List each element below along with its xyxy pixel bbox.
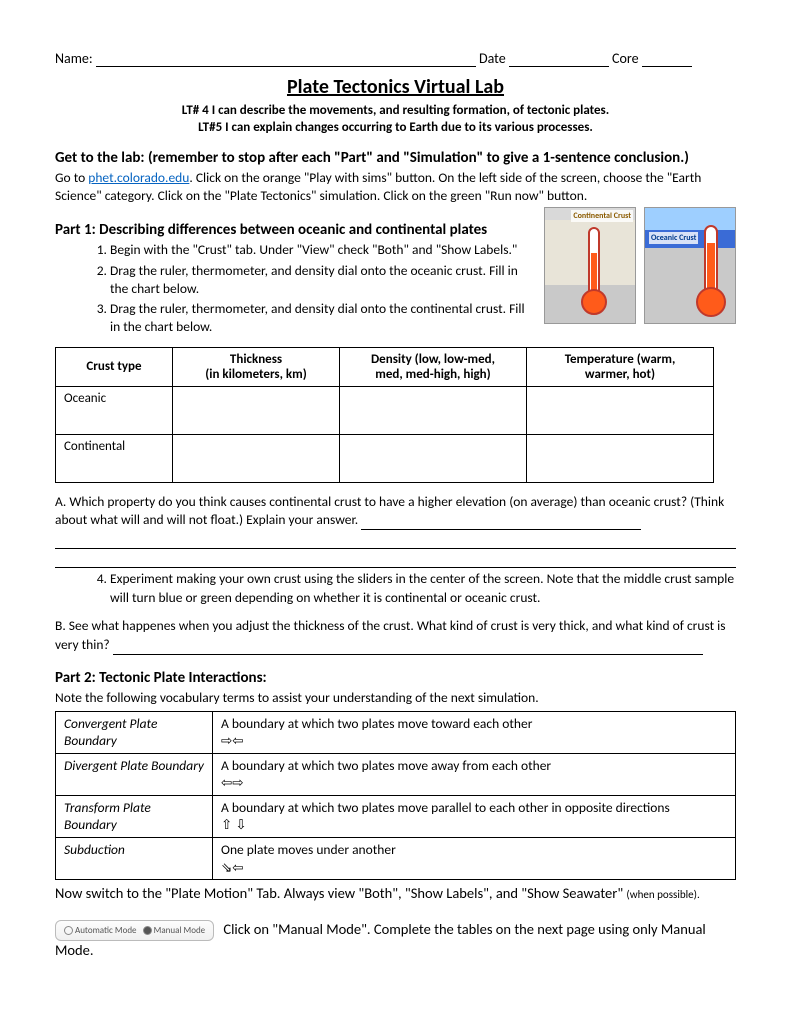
question-a-text: A. Which property do you think causes co…: [55, 493, 724, 529]
auto-mode-label: Automatic Mode: [75, 925, 137, 936]
switch-line: Now switch to the "Plate Motion" Tab. Al…: [55, 884, 736, 904]
switch-line-small: (when possible).: [626, 888, 699, 901]
lt5-line: LT#5 I can explain changes occurring to …: [55, 120, 736, 135]
date-label: Date: [479, 50, 506, 67]
vocab-table: Convergent Plate Boundary A boundary at …: [55, 711, 736, 880]
th-thickness: Thickness(in kilometers, km): [173, 347, 340, 386]
term-subduction: Subduction: [56, 838, 213, 880]
mode-selector[interactable]: Automatic Mode Manual Mode: [55, 920, 214, 941]
name-label: Name:: [55, 50, 93, 67]
def-convergent-text: A boundary at which two plates move towa…: [221, 715, 532, 732]
part2-head: Part 2: Tectonic Plate Interactions:: [55, 669, 736, 687]
term-divergent: Divergent Plate Boundary: [56, 753, 213, 795]
question-b: B. See what happenes when you adjust the…: [55, 617, 736, 655]
arrows-divergent: ⇦⇨: [221, 774, 244, 791]
get-to-lab-pre: Go to: [55, 169, 88, 186]
manual-mode-radio[interactable]: [143, 926, 152, 935]
cell-oceanic-density[interactable]: [340, 386, 527, 434]
core-label: Core: [612, 50, 639, 67]
oceanic-label: Oceanic Crust: [649, 232, 698, 244]
cell-continental-temp[interactable]: [527, 434, 714, 482]
arrows-convergent: ⇨⇦: [221, 732, 244, 749]
th-density: Density (low, low-med,med, med-high, hig…: [340, 347, 527, 386]
page-title: Plate Tectonics Virtual Lab: [55, 75, 736, 99]
def-transform-text: A boundary at which two plates move para…: [221, 799, 670, 816]
part1-steps: Begin with the "Crust" tab. Under "View"…: [55, 241, 536, 336]
row-continental-label: Continental: [56, 434, 173, 482]
cell-continental-density[interactable]: [340, 434, 527, 482]
term-transform: Transform Plate Boundary: [56, 795, 213, 837]
step-1: Begin with the "Crust" tab. Under "View"…: [110, 241, 536, 259]
name-blank[interactable]: [96, 66, 476, 67]
cell-continental-thickness[interactable]: [173, 434, 340, 482]
qa-blank-1[interactable]: [55, 532, 736, 549]
header-line: Name: Date Core: [55, 50, 736, 67]
arrows-subduction: ⇘⇦: [221, 859, 244, 876]
continental-crust-image: Continental Crust: [544, 207, 636, 324]
question-a: A. Which property do you think causes co…: [55, 493, 736, 531]
qa-blank-2[interactable]: [55, 551, 736, 568]
qa-inline-blank[interactable]: [361, 529, 641, 530]
continental-label: Continental Crust: [571, 210, 633, 222]
row-oceanic-label: Oceanic: [56, 386, 173, 434]
def-subduction-text: One plate moves under another: [221, 841, 396, 858]
lt4-line: LT# 4 I can describe the movements, and …: [55, 103, 736, 118]
thermometer-icon: [645, 208, 735, 323]
get-to-lab-head: Get to the lab: (remember to stop after …: [55, 149, 736, 167]
step-4: Experiment making your own crust using t…: [110, 570, 736, 606]
step-2: Drag the ruler, thermometer, and density…: [110, 262, 536, 298]
step-3: Drag the ruler, thermometer, and density…: [110, 300, 536, 336]
cell-oceanic-thickness[interactable]: [173, 386, 340, 434]
auto-mode-radio[interactable]: [64, 926, 73, 935]
th-crust-type: Crust type: [56, 347, 173, 386]
manual-mode-label: Manual Mode: [154, 925, 206, 936]
get-to-lab-para: Go to phet.colorado.edu. Click on the or…: [55, 169, 736, 205]
def-transform: A boundary at which two plates move para…: [213, 795, 736, 837]
def-divergent-text: A boundary at which two plates move away…: [221, 757, 551, 774]
crust-table: Crust type Thickness(in kilometers, km) …: [55, 347, 714, 483]
arrows-transform: ⇧ ⇩: [221, 816, 247, 833]
def-convergent: A boundary at which two plates move towa…: [213, 711, 736, 753]
date-blank[interactable]: [509, 66, 609, 67]
th-temp: Temperature (warm,warmer, hot): [527, 347, 714, 386]
switch-line-pre: Now switch to the "Plate Motion" Tab. Al…: [55, 884, 626, 902]
part2-intro: Note the following vocabulary terms to a…: [55, 689, 736, 707]
term-convergent: Convergent Plate Boundary: [56, 711, 213, 753]
core-blank[interactable]: [642, 66, 692, 67]
thermometer-icon: [545, 208, 635, 323]
part1-head: Part 1: Describing differences between o…: [55, 221, 536, 239]
phet-link[interactable]: phet.colorado.edu: [88, 169, 189, 186]
step4-list: Experiment making your own crust using t…: [55, 570, 736, 606]
question-b-text: B. See what happenes when you adjust the…: [55, 617, 726, 653]
oceanic-crust-image: Oceanic Crust: [644, 207, 736, 324]
def-subduction: One plate moves under another ⇘⇦: [213, 838, 736, 880]
def-divergent: A boundary at which two plates move away…: [213, 753, 736, 795]
qb-inline-blank[interactable]: [113, 654, 703, 655]
cell-oceanic-temp[interactable]: [527, 386, 714, 434]
